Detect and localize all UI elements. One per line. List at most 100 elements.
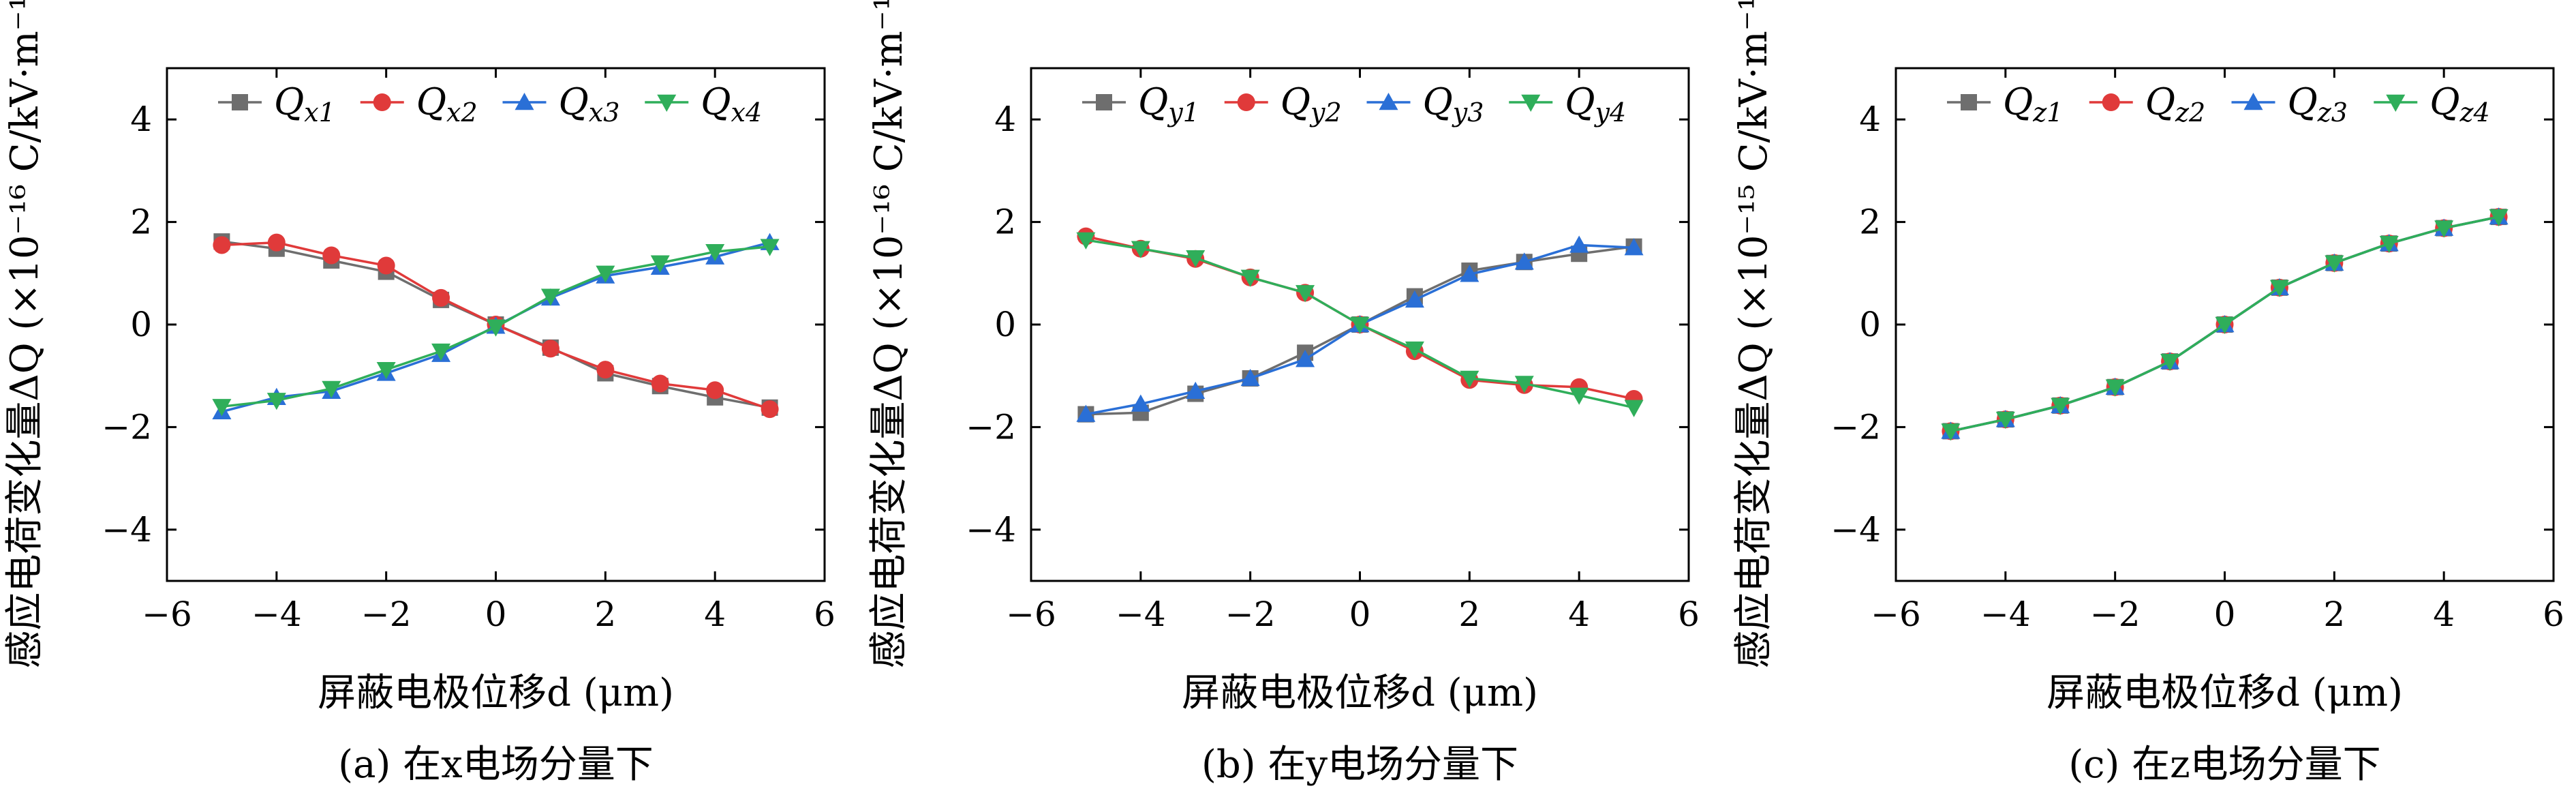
legend-subscript: z1 [2032,97,2063,127]
legend-label: Qy2 [1281,80,1342,127]
data-point [2379,235,2399,254]
data-point [1240,269,1260,287]
legend-marker [373,93,391,111]
data-point [431,343,451,361]
data-point [1131,241,1150,258]
series-Qy4 [1076,232,1644,417]
y-tick-label: −4 [966,510,1016,550]
data-point [651,374,669,393]
legend-marker [1237,93,1255,111]
legend-entry: Qy3 [1366,80,1484,127]
x-axis-label: 屏蔽电极位移d (μm) [2046,671,2403,715]
x-tick-label: 6 [814,595,835,634]
data-point [650,255,670,273]
y-axis-label: 感应电荷变化量ΔQ (×10⁻¹⁶ C/kV·m⁻¹) [867,0,911,669]
legend-entry: Qx1 [218,80,335,127]
figure-caption: (b) 在y电场分量下 [1201,742,1518,787]
series-Qz4 [1941,209,2509,441]
series-Qx4 [212,239,780,417]
legend-entry: Qy2 [1224,80,1342,127]
data-point [1186,250,1206,268]
data-point [2434,220,2454,238]
legend-label: Qy4 [1565,80,1626,127]
data-point [1405,290,1424,308]
x-tick-label: −6 [1006,595,1056,634]
data-point [1941,423,1961,441]
x-tick-label: 2 [594,595,616,634]
data-point [1076,404,1096,422]
data-point [1514,376,1534,393]
data-point [1569,235,1589,253]
data-point [1460,370,1479,388]
legend-label: Qx4 [701,80,762,127]
chart-panel: −6 −4 −2 0 2 4 6 −4 −2 0 2 4 屏蔽电极位移d (μm) 感应电荷变化量ΔQ (… [867,0,1700,787]
data-point [266,393,286,410]
y-axis-label: 感应电荷变化量ΔQ (×10⁻¹⁶ C/kV·m⁻¹) [3,0,47,669]
legend-label: Qz1 [2003,80,2063,127]
y-tick-label: −2 [102,407,152,447]
legend-entry: Qx4 [645,80,762,127]
legend-label: Qy1 [1138,80,1199,127]
y-tick-label: 4 [1859,100,1881,139]
legend-label: Qz2 [2145,80,2205,127]
data-point [540,288,560,306]
legend-marker [2102,93,2120,111]
figure-caption: (a) 在x电场分量下 [338,742,653,787]
y-tick-label: −4 [1830,510,1881,550]
x-tick-label: 4 [704,595,726,634]
y-tick-label: 0 [1859,305,1881,344]
legend-entry: Qx2 [360,80,478,127]
legend-marker [1961,94,1977,110]
y-tick-label: 0 [130,305,152,344]
y-tick-label: −4 [102,510,152,550]
data-point [486,319,506,337]
data-point [1514,252,1534,270]
legend-subscript: x2 [446,97,478,127]
figure-caption: (c) 在z电场分量下 [2068,742,2380,787]
legend-entry: Qz1 [1947,80,2063,127]
legend-entry: Qz2 [2089,80,2205,127]
data-point [1569,387,1589,405]
x-tick-label: −2 [2090,595,2141,634]
x-tick-label: 6 [1678,595,1700,634]
data-point [2051,397,2070,415]
legend-marker [1521,94,1541,112]
legend-label: Qy3 [1423,80,1484,127]
legend-label: Qx2 [416,80,478,127]
data-point [267,233,286,252]
y-tick-label: 2 [1859,202,1881,242]
legend-subscript: z2 [2175,97,2205,127]
y-axis-label: 感应电荷变化量ΔQ (×10⁻¹⁵ C/kV·m⁻¹) [1732,0,1776,669]
chart-panel: −6 −4 −2 0 2 4 6 −4 −2 0 2 4 屏蔽电极位移d (μm) 感应电荷变化量ΔQ (… [1732,0,2564,787]
data-point [1295,350,1315,368]
data-point [2325,255,2344,273]
data-point [1460,265,1479,282]
data-point [596,361,615,379]
data-point [760,239,780,256]
data-point [541,340,559,358]
data-point [1624,400,1644,417]
data-point [706,381,724,400]
legend-marker [1096,94,1112,110]
data-point [2215,316,2235,334]
x-tick-label: 0 [1349,595,1371,634]
data-point [1995,411,2015,430]
y-tick-label: 2 [130,202,152,242]
legend-label: Qz3 [2288,80,2348,127]
legend-subscript: x4 [731,97,763,127]
data-point [376,361,396,380]
legend-label: Qz4 [2429,80,2489,127]
data-point [1131,394,1150,412]
data-point [1186,381,1206,399]
x-tick-label: 2 [2323,595,2345,634]
data-point [2269,280,2289,297]
x-tick-label: 0 [2214,595,2236,634]
x-tick-label: −2 [1225,595,1276,634]
x-tick-label: −6 [1871,595,1921,634]
y-tick-label: −2 [966,407,1016,447]
y-tick-label: 4 [994,100,1016,139]
legend-entry: Qy4 [1509,80,1626,127]
data-point [1076,232,1096,250]
data-point [322,380,341,398]
